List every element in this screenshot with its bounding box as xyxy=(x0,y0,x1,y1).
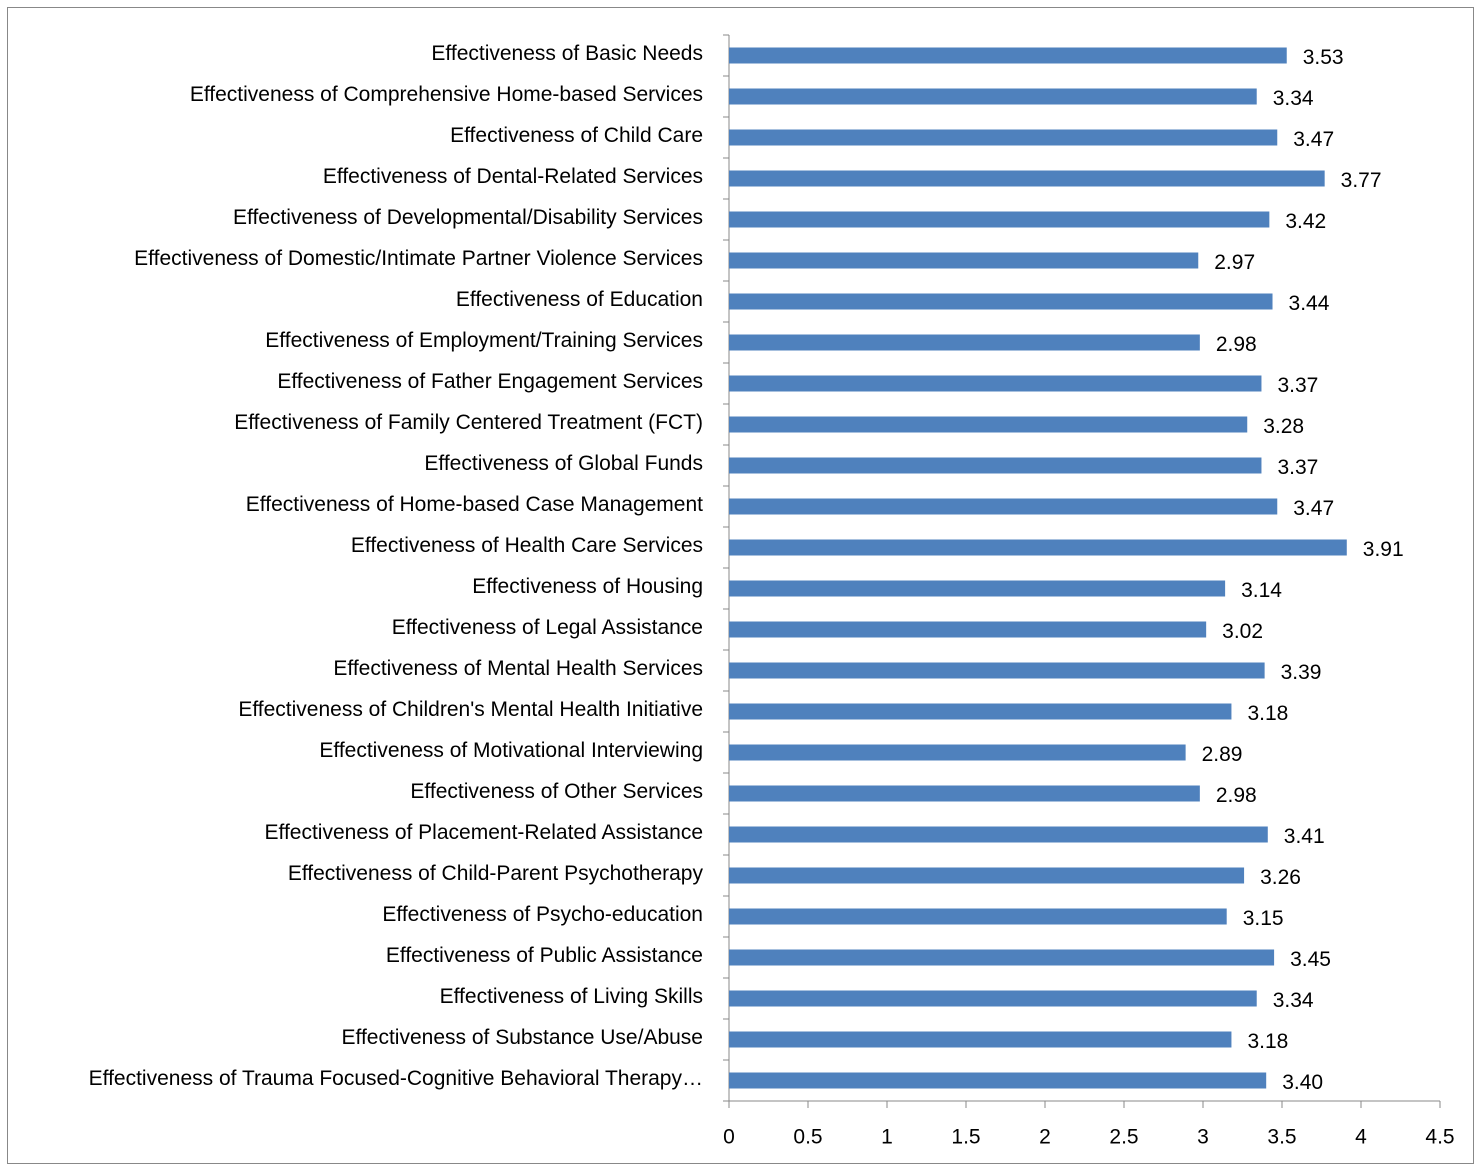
bar xyxy=(729,293,1273,310)
value-label: 3.42 xyxy=(1285,210,1326,233)
chart-border xyxy=(7,7,1474,1164)
value-label: 3.15 xyxy=(1243,907,1284,930)
value-label: 3.18 xyxy=(1247,1030,1288,1053)
y-tick-label: Effectiveness of Domestic/Intimate Partn… xyxy=(134,247,703,270)
bar xyxy=(729,949,1275,966)
x-tick-label: 1.5 xyxy=(951,1126,980,1149)
value-label: 3.91 xyxy=(1363,538,1404,561)
y-tick-label: Effectiveness of Basic Needs xyxy=(431,42,703,65)
bar xyxy=(729,990,1257,1007)
y-tick-label: Effectiveness of Other Services xyxy=(410,780,703,803)
x-tick-label: 3 xyxy=(1197,1126,1209,1149)
value-label: 3.02 xyxy=(1222,620,1263,643)
value-label: 3.53 xyxy=(1303,46,1344,69)
bar xyxy=(729,211,1270,228)
value-label: 3.40 xyxy=(1282,1071,1323,1094)
value-label: 3.47 xyxy=(1293,128,1334,151)
bar xyxy=(729,744,1186,761)
bar xyxy=(729,621,1207,638)
y-tick-label: Effectiveness of Comprehensive Home-base… xyxy=(190,83,703,106)
bar xyxy=(729,457,1262,474)
y-tick-label: Effectiveness of Global Funds xyxy=(424,452,703,475)
y-tick-label: Effectiveness of Public Assistance xyxy=(386,944,703,967)
value-label: 3.39 xyxy=(1281,661,1322,684)
value-label: 3.77 xyxy=(1341,169,1382,192)
bar xyxy=(729,662,1265,679)
value-label: 2.98 xyxy=(1216,784,1257,807)
y-tick-label: Effectiveness of Housing xyxy=(472,575,703,598)
y-tick-label: Effectiveness of Legal Assistance xyxy=(392,616,703,639)
y-tick-label: Effectiveness of Father Engagement Servi… xyxy=(277,370,703,393)
y-tick-label: Effectiveness of Developmental/Disabilit… xyxy=(233,206,703,229)
value-label: 3.14 xyxy=(1241,579,1282,602)
value-label: 3.34 xyxy=(1273,87,1314,110)
bar xyxy=(729,908,1227,925)
bar xyxy=(729,1072,1267,1089)
y-tick-label: Effectiveness of Trauma Focused-Cognitiv… xyxy=(89,1067,703,1090)
bar xyxy=(729,539,1347,556)
value-label: 3.47 xyxy=(1293,497,1334,520)
bar xyxy=(729,375,1262,392)
value-label: 3.34 xyxy=(1273,989,1314,1012)
y-tick-label: Effectiveness of Health Care Services xyxy=(351,534,703,557)
x-tick-label: 2.5 xyxy=(1109,1126,1138,1149)
bar xyxy=(729,867,1245,884)
bar xyxy=(729,47,1287,64)
bar xyxy=(729,129,1278,146)
x-tick-label: 2 xyxy=(1039,1126,1051,1149)
x-tick-label: 0 xyxy=(723,1126,735,1149)
y-tick-label: Effectiveness of Placement-Related Assis… xyxy=(264,821,703,844)
bar xyxy=(729,1031,1232,1048)
bar xyxy=(729,416,1248,433)
value-label: 3.18 xyxy=(1247,702,1288,725)
x-tick-label: 0.5 xyxy=(793,1126,822,1149)
value-label: 3.45 xyxy=(1290,948,1331,971)
bar xyxy=(729,580,1226,597)
x-tick-label: 3.5 xyxy=(1267,1126,1296,1149)
bar xyxy=(729,334,1200,351)
value-label: 2.89 xyxy=(1202,743,1243,766)
y-tick-label: Effectiveness of Dental-Related Services xyxy=(323,165,703,188)
x-tick-label: 1 xyxy=(881,1126,893,1149)
value-label: 3.37 xyxy=(1277,374,1318,397)
value-label: 2.97 xyxy=(1214,251,1255,274)
x-tick-label: 4.5 xyxy=(1425,1126,1454,1149)
bar xyxy=(729,170,1325,187)
y-tick-label: Effectiveness of Motivational Interviewi… xyxy=(319,739,703,762)
y-tick-label: Effectiveness of Employment/Training Ser… xyxy=(265,329,703,352)
bar xyxy=(729,252,1199,269)
bar xyxy=(729,703,1232,720)
y-tick-label: Effectiveness of Child-Parent Psychother… xyxy=(288,862,704,885)
y-tick-label: Effectiveness of Children's Mental Healt… xyxy=(238,698,703,721)
value-label: 3.41 xyxy=(1284,825,1325,848)
x-tick-label: 4 xyxy=(1355,1126,1367,1149)
bar xyxy=(729,785,1200,802)
value-label: 3.37 xyxy=(1277,456,1318,479)
y-tick-label: Effectiveness of Mental Health Services xyxy=(333,657,703,680)
bar xyxy=(729,88,1257,105)
value-label: 3.28 xyxy=(1263,415,1304,438)
y-tick-label: Effectiveness of Living Skills xyxy=(440,985,703,1008)
y-tick-label: Effectiveness of Family Centered Treatme… xyxy=(234,411,703,434)
y-tick-label: Effectiveness of Home-based Case Managem… xyxy=(246,493,703,516)
y-tick-label: Effectiveness of Psycho-education xyxy=(382,903,703,926)
y-tick-label: Effectiveness of Education xyxy=(456,288,703,311)
value-label: 3.44 xyxy=(1289,292,1330,315)
value-label: 2.98 xyxy=(1216,333,1257,356)
bar xyxy=(729,498,1278,515)
value-label: 3.26 xyxy=(1260,866,1301,889)
y-tick-label: Effectiveness of Child Care xyxy=(450,124,703,147)
y-tick-label: Effectiveness of Substance Use/Abuse xyxy=(342,1026,704,1049)
bar xyxy=(729,826,1268,843)
